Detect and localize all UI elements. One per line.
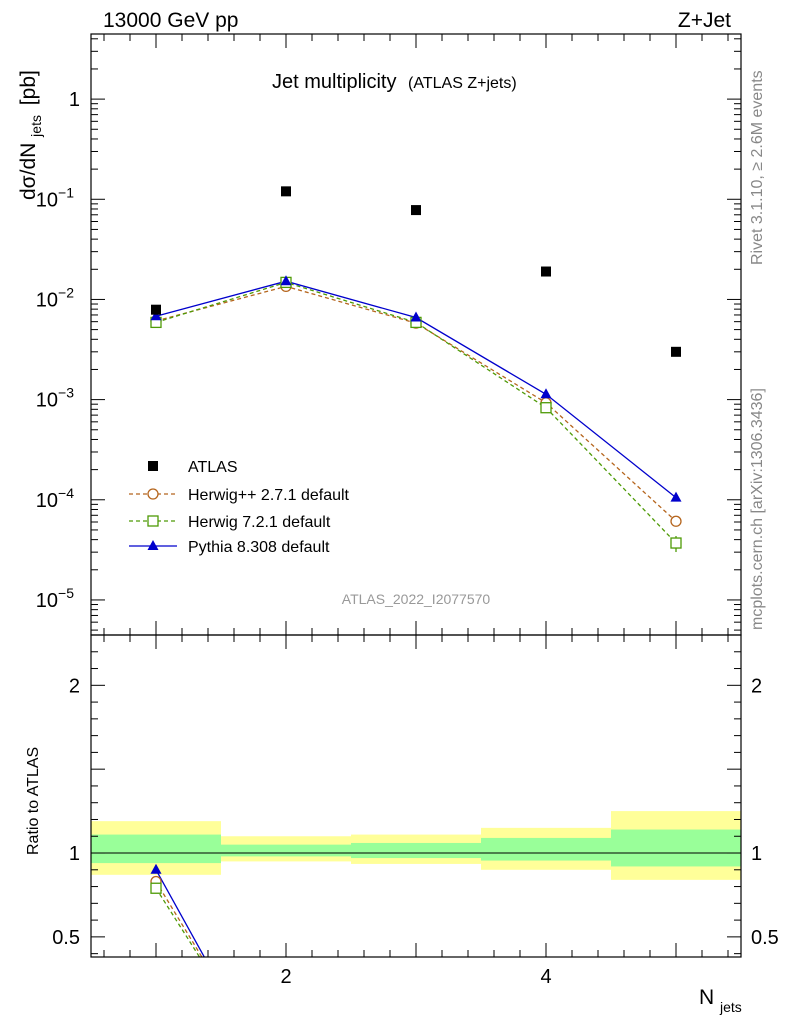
ratio-frame [90,634,742,958]
marker-pythia [670,491,682,502]
y-tick-label: 10−3 [36,385,74,412]
marker-pythia [280,275,292,286]
ratio-y-tick-label: 0.5 [52,927,80,949]
marker-atlas [541,266,551,277]
ratio-band-inner [351,842,481,859]
ratio-y-tick-label: 1 [69,843,80,865]
marker-pythia [150,310,162,321]
marker-atlas [151,304,161,315]
mcplots-label: mcplots.cern.ch [arXiv:1306.3436] [749,388,766,630]
legend: ATLAS Herwig++ 2.7.1 default Herwig 7.2.1 … [129,459,350,556]
ratio-marker-herwig7 [150,882,162,894]
x-axis-label-sub: jets [719,999,742,1015]
marker-herwigpp [670,515,682,527]
legend-marker-pythia [147,540,159,550]
y-axis-label-sub: jets [28,115,44,138]
ratio-y-tick-label: 2 [69,675,80,697]
chart-subtitle: (ATLAS Z+jets) [408,75,517,92]
marker-pythia [410,311,422,322]
ratio-band-inner [611,829,741,867]
legend-label: ATLAS [188,459,238,476]
ratio-y-tick-label-right: 1 [751,843,762,865]
series-line-herwig7 [155,281,677,544]
legend-label: Herwig 7.2.1 default [188,514,331,531]
x-axis-label-main: N [699,986,714,1009]
y-tick-label: 10−1 [36,184,74,211]
y-tick-label: 10−2 [36,284,74,311]
rivet-label: Rivet 3.1.10, ≥ 2.6M events [749,70,766,265]
legend-label: Herwig++ 2.7.1 default [188,487,350,504]
header-right: Z+Jet [678,9,731,32]
ratio-band-inner [481,837,611,861]
ratio-y-tick-label-right: 0.5 [751,927,779,949]
y-axis-label-unit: [pb] [17,70,40,105]
ratio-band-inner [221,844,351,857]
analysis-watermark: ATLAS_2022_I2077570 [342,591,491,607]
chart-title: Jet multiplicity (ATLAS Z+jets) [272,71,517,93]
legend-label: Pythia 8.308 default [188,539,330,556]
main-panel: 10−5 10−4 10−3 10−2 10−1 1 [36,33,742,636]
x-tick-label: 4 [540,966,551,988]
ratio-band-inner [91,834,221,864]
marker-atlas [411,205,421,216]
legend-marker-herwigpp [147,488,159,500]
y-tick-label: 10−5 [36,585,74,612]
ratio-panel: 2 4 0.5 0.5 1 1 2 2 [52,634,779,988]
y-tick-label: 10−4 [36,485,74,512]
chart-title-main: Jet multiplicity [272,71,396,93]
header-left: 13000 GeV pp [103,9,238,32]
marker-herwig7 [670,537,682,549]
ratio-y-axis-label: Ratio to ATLAS [25,747,42,855]
x-tick-label: 2 [280,966,291,988]
marker-pythia [540,388,552,399]
marker-herwig7 [540,402,552,414]
y-tick-label: 1 [69,89,80,111]
ratio-marker-pythia [150,863,162,874]
ratio-series-line [155,881,203,957]
y-axis-label: dσ/dN jets [pb] [17,70,46,200]
legend-marker-herwig7 [147,515,159,527]
ratio-series-line [155,869,206,957]
marker-atlas [671,346,681,357]
ratio-series-line [155,887,201,957]
legend-marker-atlas [148,461,158,471]
ratio-y-tick-label-right: 2 [751,675,762,697]
y-axis-label-main: dσ/dN [17,143,40,200]
x-axis-label: N jets [699,986,742,1015]
marker-atlas [281,186,291,197]
